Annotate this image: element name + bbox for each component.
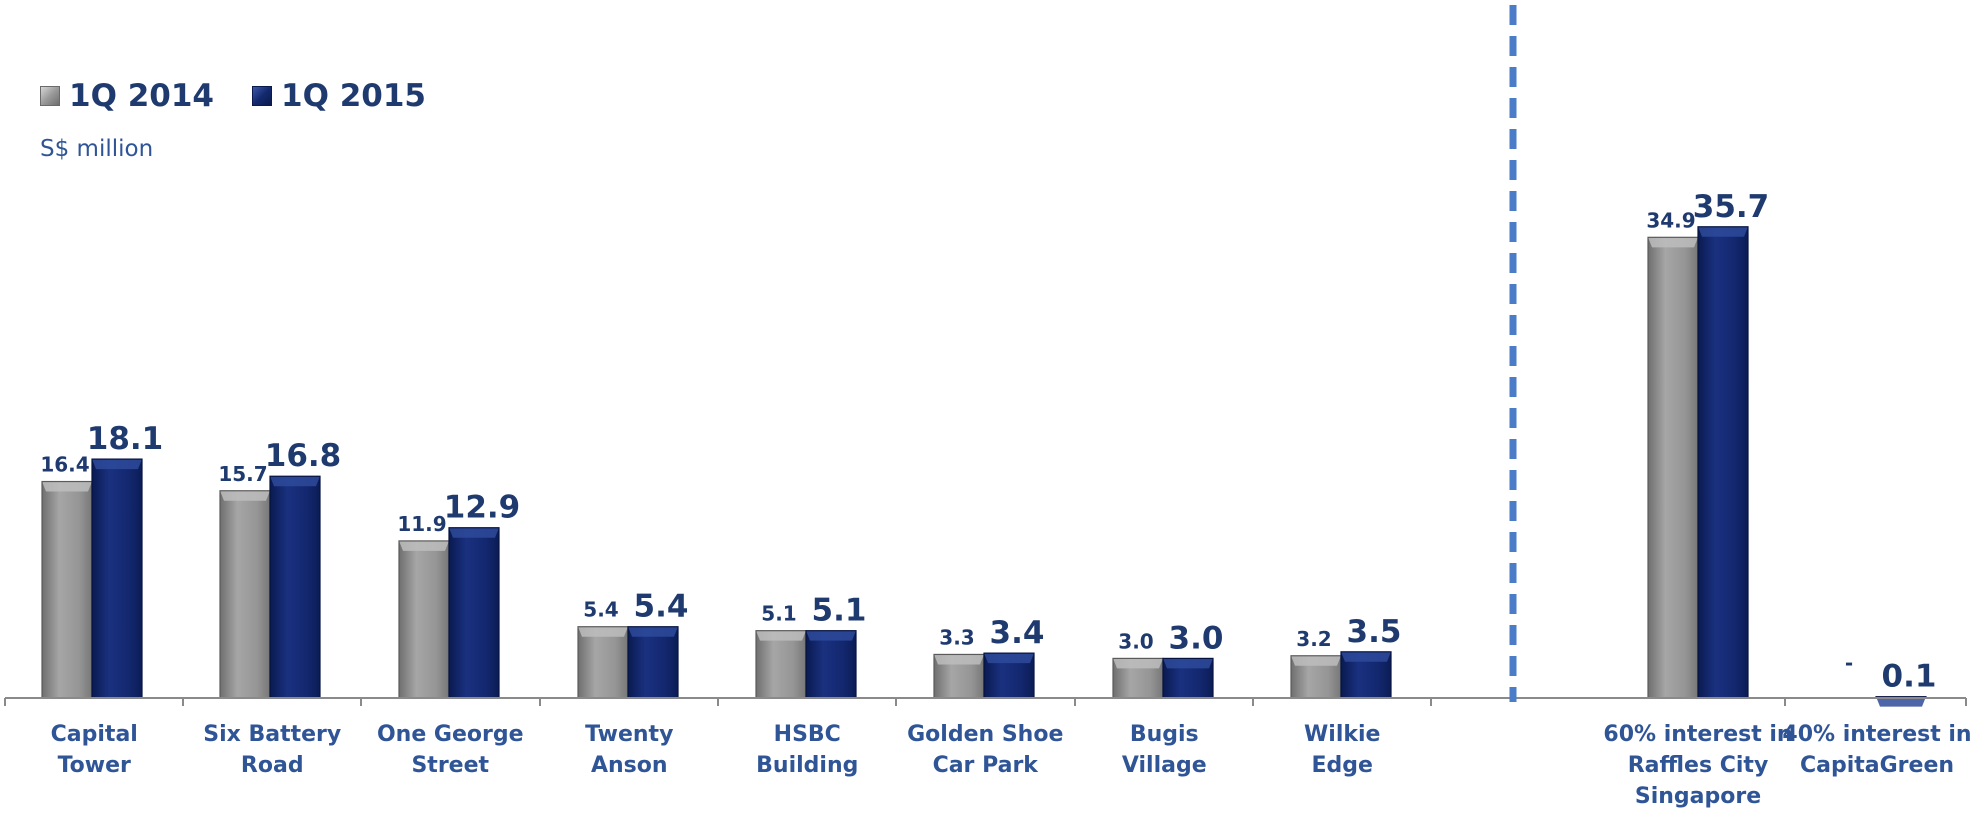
legend-swatch-1q2015	[252, 86, 272, 106]
category-label: 60% interest in	[1603, 722, 1792, 747]
category-label: Car Park	[933, 753, 1040, 778]
data-label-1q2015: 18.1	[87, 421, 164, 457]
category-label: Street	[411, 753, 489, 778]
category-label: Twenty	[585, 722, 673, 747]
data-label-1q2015: 0.1	[1882, 659, 1937, 695]
bar-top-bevel	[578, 626, 628, 637]
category-label: CapitaGreen	[1800, 753, 1954, 778]
bar-1q2014	[1648, 237, 1698, 698]
category-label: Golden Shoe	[907, 722, 1063, 747]
data-label-1q2014: 3.0	[1118, 629, 1153, 653]
bar-top-bevel	[92, 459, 142, 470]
data-label-1q2015: 5.4	[634, 589, 689, 625]
data-label-1q2015: 35.7	[1693, 189, 1770, 225]
data-label-1q2015: 3.0	[1169, 620, 1224, 656]
bar-top-bevel	[449, 527, 499, 538]
bar-top-bevel	[270, 476, 320, 487]
category-label: Singapore	[1635, 784, 1761, 809]
data-label-1q2014: 34.9	[1646, 208, 1695, 232]
bar-top-bevel	[1113, 658, 1163, 669]
data-label-1q2014: 5.4	[583, 598, 618, 622]
category-label: Tower	[58, 753, 131, 778]
category-label: Village	[1122, 753, 1207, 778]
bar-top-bevel	[984, 653, 1034, 664]
data-label-1q2014: 3.3	[939, 625, 974, 649]
category-label: Wilkie	[1304, 722, 1380, 747]
bar-top-bevel	[399, 540, 449, 551]
data-label-1q2014: 11.9	[397, 512, 446, 536]
bar-top-bevel	[1698, 226, 1748, 237]
bar-top-bevel	[1876, 696, 1926, 707]
bar-1q2014	[220, 490, 270, 698]
legend-label-1q2014: 1Q 2014	[69, 78, 214, 114]
category-label: Bugis	[1130, 722, 1199, 747]
category-label: One George	[377, 722, 524, 747]
category-label: Road	[241, 753, 304, 778]
bar-top-bevel	[806, 630, 856, 641]
data-label-1q2014: 5.1	[761, 602, 796, 626]
legend-label-1q2015: 1Q 2015	[281, 78, 426, 114]
bar-top-bevel	[1291, 655, 1341, 666]
bar-1q2015	[270, 476, 320, 698]
bar-1q2015	[1698, 226, 1748, 698]
data-label-1q2014: 16.4	[40, 453, 89, 477]
bar-top-bevel	[1163, 658, 1213, 669]
category-label: Building	[756, 753, 858, 778]
bar-1q2015	[449, 527, 499, 698]
bar-1q2014	[756, 630, 806, 698]
bar-1q2014	[578, 626, 628, 698]
category-label: Raffles City	[1628, 753, 1769, 778]
legend: 1Q 2014 1Q 2015	[40, 78, 464, 114]
bar-1q2015	[92, 459, 142, 698]
bar-1q2015	[628, 626, 678, 698]
bar-top-bevel	[1648, 237, 1698, 248]
bar-top-bevel	[628, 626, 678, 637]
data-label-1q2015: 16.8	[265, 438, 342, 474]
unit-label: S$ million	[40, 136, 154, 162]
legend-swatch-1q2014	[40, 86, 60, 106]
bar-top-bevel	[220, 490, 270, 501]
category-label: Anson	[591, 753, 668, 778]
bar-top-bevel	[934, 654, 984, 665]
data-label-1q2015: 12.9	[444, 490, 521, 526]
category-label: Capital	[51, 722, 138, 747]
bar-1q2014	[42, 481, 92, 698]
bar-top-bevel	[1341, 651, 1391, 662]
category-label: Edge	[1312, 753, 1373, 778]
data-label-1q2014: -	[1845, 651, 1853, 675]
category-label: HSBC	[774, 722, 841, 747]
category-label: Six Battery	[203, 722, 341, 747]
legend-item-1q2015: 1Q 2015	[252, 78, 426, 114]
data-label-1q2014: 3.2	[1296, 627, 1331, 651]
bar-top-bevel	[756, 630, 806, 641]
bar-top-bevel	[42, 481, 92, 492]
data-label-1q2015: 5.1	[812, 593, 867, 629]
category-label: 40% interest in	[1782, 722, 1971, 747]
bar-1q2015	[806, 630, 856, 698]
bar-1q2014	[399, 540, 449, 698]
data-label-1q2014: 15.7	[218, 462, 267, 486]
data-label-1q2015: 3.5	[1347, 614, 1402, 650]
data-label-1q2015: 3.4	[990, 615, 1045, 651]
legend-item-1q2014: 1Q 2014	[40, 78, 214, 114]
